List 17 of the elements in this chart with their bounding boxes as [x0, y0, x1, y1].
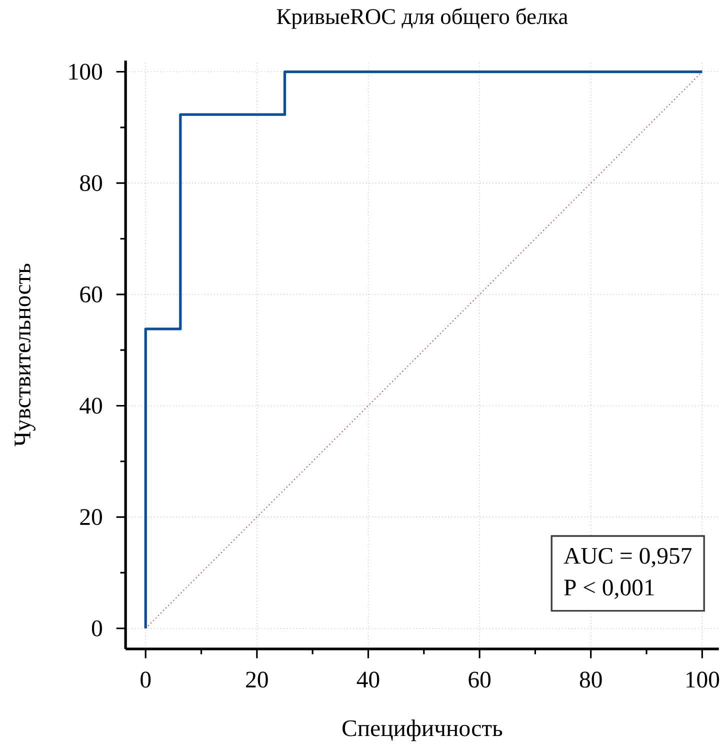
- x-tick-label: 40: [356, 672, 380, 688]
- x-tick-label: 20: [246, 672, 268, 688]
- y-tick-label: 0: [92, 620, 102, 636]
- y-tick-label: 60: [80, 286, 102, 302]
- x-tick-label: 0: [140, 672, 151, 688]
- x-tick-label: 100: [686, 672, 720, 688]
- y-tick-label: 100: [69, 64, 102, 80]
- x-axis-title: Специфичность: [342, 720, 502, 742]
- y-tick-label: 20: [80, 509, 102, 526]
- y-tick-label: 80: [80, 175, 102, 192]
- y-tick-label: 40: [80, 398, 102, 414]
- annotation: AUC = 0,957: [564, 548, 692, 568]
- annotation: P < 0,001: [564, 580, 654, 599]
- chart-title: КривыеROC для общего белка: [276, 8, 568, 29]
- x-tick-label: 60: [468, 672, 491, 688]
- x-tick-label: 80: [580, 672, 602, 688]
- y-axis-title: Чувствительность: [14, 264, 36, 446]
